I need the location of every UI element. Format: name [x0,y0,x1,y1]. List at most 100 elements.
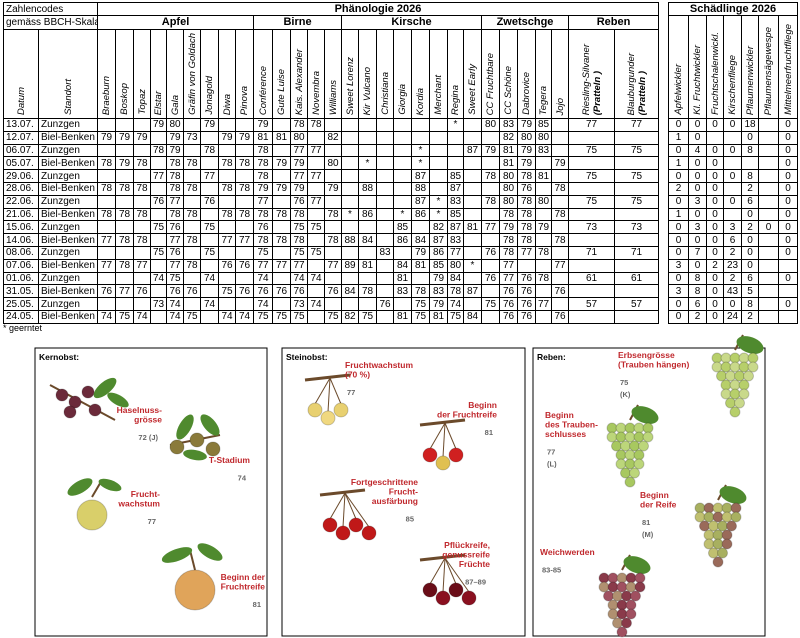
group-name: Kirsche [391,16,432,28]
bbch-value: 80 [502,196,515,208]
value-cell: 78 [150,143,167,158]
value-cell [272,297,291,311]
pest-count: 0 [694,183,701,195]
bbch-value: 74 [169,311,181,323]
location-cell: Biel-Benken [38,182,98,196]
bbch-value: 84 [396,260,409,272]
value-cell [568,233,615,247]
pest-count: 2 [712,260,718,272]
header-wrap: CC Schöne [503,66,514,115]
bbch-value: 61 [630,272,643,284]
bbch-value: 77 [630,119,643,131]
bbch-value: 81 [537,170,550,182]
value-cell [411,271,430,286]
value-cell: 84 [393,258,412,273]
value-cell: 74 [307,297,325,311]
column-header: Blauburgunder (Pratteln ) [614,29,659,119]
pest-cell: 0 [778,194,798,209]
value-cell [272,194,291,209]
group-header: Birne [253,15,342,30]
value-cell: 80 [499,169,518,183]
value-cell: 77 [97,233,116,247]
column-header-text: Standort [62,79,74,115]
panel-title: Kernobst: [39,352,79,362]
leaf [200,414,220,436]
bbch-value: 78 [186,260,198,272]
value-cell: 74 [447,297,464,311]
value-cell: 77 [253,258,273,273]
value-cell: 75 [150,220,167,235]
header-wrap: Topaz [137,89,148,115]
pest-count: 8 [747,144,753,156]
bbch-value: 75 [169,272,181,284]
value-cell: 78 [358,284,377,299]
footnote: * geerntet [3,323,43,333]
value-cell: 85 [447,169,464,183]
bbch-value: 76 [484,247,497,259]
value-cell [393,194,412,209]
date: 15.06. [6,221,34,233]
value-cell: 88 [341,233,359,247]
date-cell: 29.06. [3,169,39,183]
bbch-value: 85 [537,119,550,131]
value-cell [568,207,615,222]
bbch-value: 80 [520,132,533,144]
column-header: Kordia [411,29,430,119]
fruit [743,370,754,382]
value-cell: 80 [447,258,464,273]
column-header: Boskop [115,29,134,119]
location: Zunzgen [41,170,80,182]
pest-cell [741,156,759,171]
bbch-value: 75 [275,311,288,323]
value-cell: 75 [290,220,308,235]
pest-cell: 0 [668,246,689,260]
pest-count: 0 [785,298,791,310]
date-cell: 15.06. [3,220,39,235]
stage-label: schlusses [545,429,586,439]
pest-cell: 0 [778,297,798,311]
value-cell: 74 [200,297,219,311]
bbch-value: 78 [100,157,113,169]
value-cell: 78 [272,207,291,222]
column-header-text: Gala [169,94,181,115]
location-cell: Zunzgen [38,297,98,311]
value-cell: 81 [463,220,482,235]
bbch-value: 77 [585,119,598,131]
value-cell [235,143,254,158]
value-cell [551,271,569,286]
bbch-value: 78 [221,157,233,169]
value-cell [463,156,482,171]
fruit [320,410,336,426]
fruit [712,556,724,568]
fruit [734,397,745,409]
stage-label: genussreife [442,550,490,560]
bbch-value: 75 [186,311,198,323]
bbch-value: 80 [537,196,550,208]
pest-count: 0 [712,272,718,284]
date-cell: 24.05. [3,310,39,324]
bbch-value: 78 [238,183,251,195]
value-cell [614,182,659,196]
pest-count: 8 [694,272,701,284]
bbch-value: * [400,208,405,220]
location: Zunzgen [41,272,80,284]
stage-label: der Fruchtreife [437,410,497,420]
pest-count: 0 [785,119,791,131]
date: 01.06. [6,272,34,284]
bbch-value: 75 [293,311,305,323]
value-cell [183,143,201,158]
stem [314,377,331,405]
bbch-value: 76 [221,260,233,272]
column-header-text: Elstar [153,90,164,115]
value-cell [393,118,412,132]
value-cell [218,143,236,158]
value-cell: 79 [166,143,184,158]
stem [442,557,446,593]
date: 28.06. [6,183,34,195]
pest-cell: 0 [706,220,724,235]
value-cell [218,271,236,286]
bbch-value: 88 [361,183,374,195]
location-cell: Zunzgen [38,246,98,260]
bbch-value: 78 [136,208,148,220]
panel-frame [281,347,526,637]
